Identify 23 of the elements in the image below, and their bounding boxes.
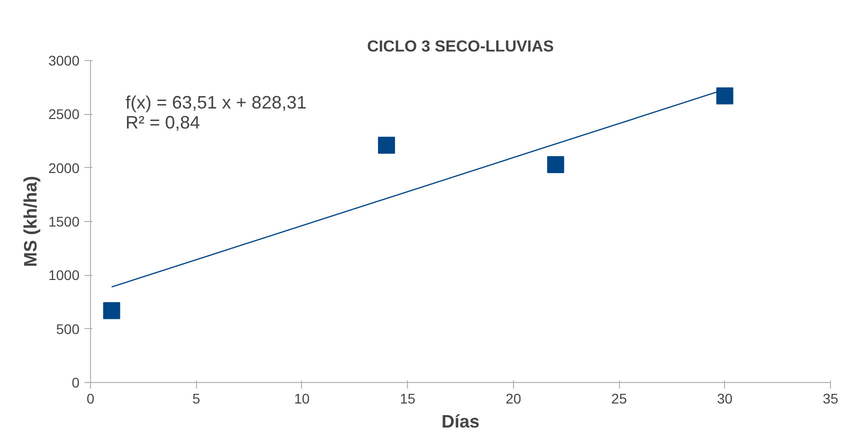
x-tick-label: 15	[400, 390, 416, 406]
point	[103, 302, 120, 320]
point	[378, 136, 395, 154]
annotation: f(x) = 63,51 x + 828,31 R² = 0,84	[126, 92, 307, 132]
y-tick-label: 2000	[48, 160, 80, 176]
point	[716, 87, 734, 104]
y-tick-label: 1500	[48, 214, 80, 230]
point	[547, 156, 564, 174]
y-axis-title: MS (kh/ha)	[20, 176, 40, 267]
x-tick-label: 5	[192, 390, 200, 406]
y-tick-label: 3000	[48, 52, 80, 68]
x-tick-label: 35	[822, 390, 838, 406]
y-tick-label: 500	[56, 320, 80, 337]
y-tick-label: 2500	[48, 106, 80, 122]
y-tick-label: 1000	[48, 267, 80, 284]
x-tick-label: 30	[717, 390, 733, 406]
x-tick-label: 0	[86, 390, 95, 406]
x-axis-title: Días	[441, 412, 480, 432]
x-tick-label: 10	[294, 390, 310, 406]
chart-title: CICLO 3 SECO-LLUVIAS	[367, 38, 554, 56]
x-tick-label: 25	[611, 390, 628, 406]
y-tick-label: 0	[72, 374, 80, 390]
x-tick-label: 20	[506, 390, 522, 406]
